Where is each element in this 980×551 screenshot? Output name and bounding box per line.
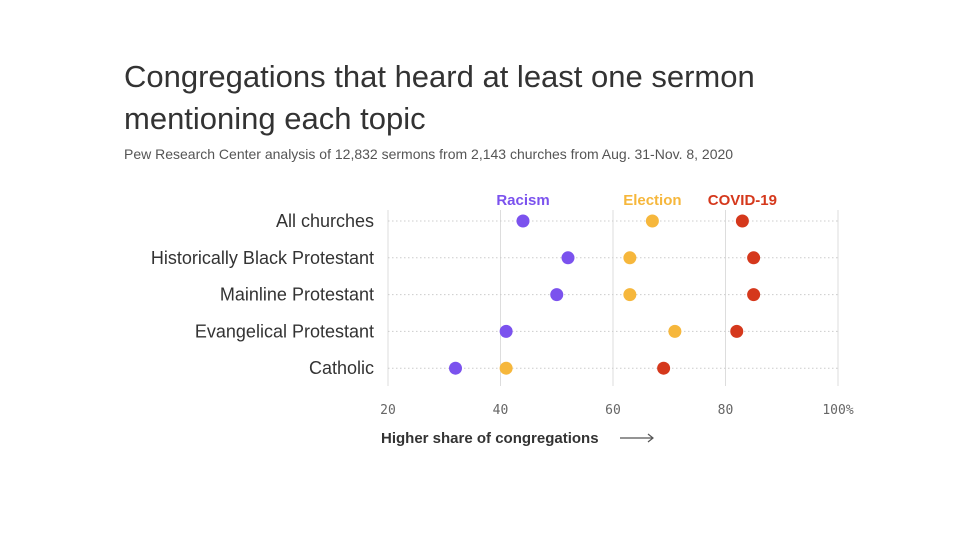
data-point-covid-19 xyxy=(657,361,671,375)
x-axis-label: Higher share of congregations xyxy=(381,430,599,447)
category-label: Historically Black Protestant xyxy=(151,248,374,268)
legend-entry: Racism xyxy=(496,192,549,209)
data-point-election xyxy=(668,324,682,338)
data-point-covid-19 xyxy=(735,214,749,228)
category-label: All churches xyxy=(276,211,374,231)
data-points xyxy=(449,214,761,375)
grid-layer xyxy=(387,210,839,386)
data-point-racism xyxy=(449,361,462,375)
x-tick-label: 100% xyxy=(822,403,853,418)
category-labels: All churches Historically Black Protestan… xyxy=(151,211,374,378)
x-tick-label: 40 xyxy=(493,403,509,418)
x-tick-label: 60 xyxy=(605,403,621,418)
data-point-election xyxy=(623,251,637,265)
data-point-racism xyxy=(550,288,564,302)
data-point-racism xyxy=(499,324,513,338)
chart-subtitle: Pew Research Center analysis of 12,832 s… xyxy=(124,146,734,162)
x-tick-label: 80 xyxy=(718,403,734,418)
legend: Racism Election COVID-19 xyxy=(496,192,777,209)
category-label: Evangelical Protestant xyxy=(195,321,374,341)
category-label: Catholic xyxy=(309,358,374,378)
legend-entry: Election xyxy=(623,192,681,209)
x-tick-label: 20 xyxy=(380,403,396,418)
data-point-racism xyxy=(561,251,575,265)
data-point-election xyxy=(623,288,637,302)
category-label: Mainline Protestant xyxy=(220,285,374,305)
data-point-covid-19 xyxy=(747,251,761,265)
legend-entry: COVID-19 xyxy=(708,192,777,209)
data-point-election xyxy=(499,361,513,375)
x-axis-note: Higher share of congregations xyxy=(381,430,654,447)
data-point-covid-19 xyxy=(730,324,744,338)
arrow-right-icon xyxy=(620,433,654,443)
chart-title: Congregations that heard at least one se… xyxy=(124,59,755,136)
data-point-racism xyxy=(516,214,530,228)
data-point-election xyxy=(645,214,659,228)
x-axis-ticks: 20 40 60 80 100% xyxy=(380,403,854,418)
data-point-covid-19 xyxy=(747,288,761,302)
